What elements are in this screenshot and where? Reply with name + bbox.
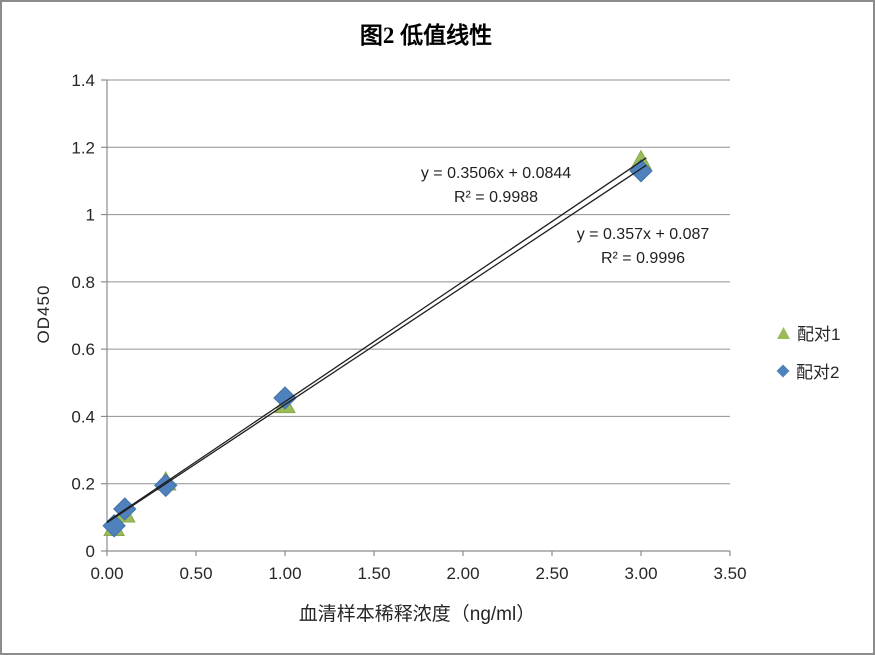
- equation-text: y = 0.3506x + 0.0844: [420, 165, 572, 182]
- trendline-equation-label-2: y = 0.357x + 0.087 R² = 0.9996: [577, 223, 710, 271]
- legend-label: 配对2: [796, 363, 840, 382]
- x-tick-label: 0.50: [179, 564, 212, 583]
- legend-item-series1: 配对1: [776, 320, 840, 345]
- r-squared-text: R² = 0.9988: [453, 189, 539, 206]
- y-tick-label: 0.8: [71, 273, 95, 292]
- x-axis-title: 血清样本稀释浓度（ng/ml）: [298, 604, 536, 625]
- triangle-marker-icon: [777, 326, 790, 339]
- legend-label: 配对1: [797, 325, 841, 344]
- data-point-diamond: [629, 159, 653, 183]
- diamond-marker-icon: [776, 364, 790, 377]
- y-tick-label: 0.4: [71, 407, 95, 426]
- trendline: [106, 164, 647, 524]
- data-point-diamond: [273, 386, 297, 410]
- y-tick-label: 1: [86, 206, 95, 225]
- y-tick-label: 0.2: [71, 475, 95, 494]
- r-squared-text: R² = 0.9996: [600, 250, 686, 267]
- chart-title: 图2 低值线性: [359, 23, 493, 48]
- x-tick-label: 3.00: [624, 564, 657, 583]
- x-tick-label: 2.50: [535, 564, 568, 583]
- equation-text: y = 0.357x + 0.087: [576, 226, 710, 243]
- x-tick-label: 3.50: [713, 564, 746, 583]
- data-point-diamond: [154, 473, 178, 498]
- legend-item-series2: 配对2: [776, 358, 840, 383]
- y-tick-label: 0.6: [71, 340, 95, 359]
- x-tick-label: 0.00: [90, 564, 123, 583]
- y-tick-label: 1.2: [71, 138, 95, 157]
- trendline-equation-label-1: y = 0.3506x + 0.0844 R² = 0.9988: [421, 162, 571, 210]
- y-tick-label: 0: [86, 542, 95, 561]
- legend: 配对1 配对2: [776, 320, 840, 383]
- trendline: [106, 157, 647, 523]
- x-tick-label: 1.00: [268, 564, 301, 583]
- y-tick-label: 1.4: [71, 71, 95, 90]
- x-tick-label: 1.50: [357, 564, 390, 583]
- x-tick-label: 2.00: [446, 564, 479, 583]
- y-axis-title: OD450: [34, 284, 53, 344]
